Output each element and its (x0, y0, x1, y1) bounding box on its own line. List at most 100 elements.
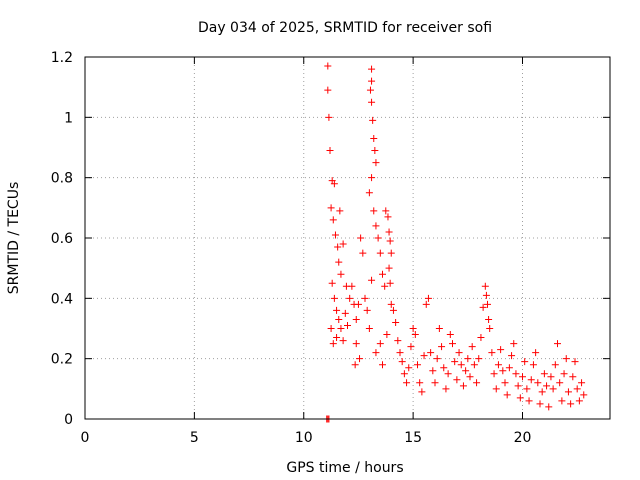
data-point (337, 325, 345, 332)
data-point (330, 180, 338, 188)
data-point (427, 349, 435, 357)
x-tick-label: 15 (404, 430, 422, 446)
data-point (514, 382, 522, 390)
y-axis-label: SRMTID / TECUs (6, 182, 22, 295)
data-point (481, 282, 489, 290)
data-point (383, 331, 391, 339)
data-point (379, 270, 386, 278)
data-point (376, 340, 384, 348)
data-point (365, 325, 373, 332)
data-point (339, 240, 347, 248)
data-point (444, 370, 452, 378)
data-point (344, 321, 351, 329)
data-point (580, 391, 588, 399)
data-point (368, 174, 376, 182)
data-point (325, 113, 333, 121)
data-point (543, 382, 551, 390)
data-point (392, 318, 400, 326)
data-point (551, 361, 559, 369)
data-point (457, 361, 465, 369)
data-point (366, 86, 374, 94)
data-point (482, 291, 490, 299)
data-point (486, 325, 494, 332)
data-point (339, 337, 347, 345)
y-tick-label: 1 (64, 110, 73, 126)
data-point (429, 367, 437, 375)
x-tick-label: 5 (190, 430, 199, 446)
data-point (384, 213, 392, 221)
data-point (396, 349, 404, 357)
data-point (372, 349, 380, 357)
data-point (376, 249, 384, 257)
data-point (512, 370, 520, 378)
data-point (532, 349, 540, 357)
data-point (538, 388, 546, 396)
data-point (562, 355, 570, 363)
data-point (438, 343, 446, 351)
data-point (324, 62, 332, 70)
x-tick-label: 20 (514, 430, 532, 446)
data-point (387, 300, 395, 308)
data-point (440, 364, 448, 372)
data-point (442, 385, 450, 393)
data-point (351, 361, 359, 369)
data-point (455, 349, 463, 357)
data-point (324, 86, 332, 94)
data-point (369, 116, 377, 124)
data-point (435, 325, 443, 332)
data-point (451, 358, 459, 366)
data-point (492, 385, 500, 393)
data-points (323, 62, 588, 423)
data-point (327, 204, 335, 212)
data-point (523, 385, 531, 393)
data-point (564, 388, 572, 396)
data-point (368, 98, 376, 106)
data-point (567, 400, 575, 408)
data-point (389, 306, 397, 314)
data-point (382, 207, 390, 215)
data-point (554, 340, 561, 348)
data-point (446, 331, 454, 339)
data-point (501, 379, 509, 387)
data-point (346, 294, 354, 302)
data-point (549, 385, 557, 393)
data-point (337, 270, 345, 278)
data-point (571, 358, 579, 366)
data-point (420, 352, 428, 360)
data-point (361, 294, 369, 302)
data-point (540, 370, 548, 378)
data-point (387, 249, 395, 257)
data-point (470, 361, 478, 369)
data-point (497, 346, 505, 354)
data-point (473, 379, 481, 387)
data-point (365, 189, 373, 197)
data-point (536, 400, 544, 408)
data-point (525, 397, 533, 405)
data-point (505, 364, 513, 372)
data-point (352, 340, 360, 348)
x-tick-label: 0 (81, 430, 90, 446)
data-point (519, 373, 526, 381)
data-point (499, 367, 507, 375)
data-point (475, 355, 483, 363)
data-point (363, 306, 371, 314)
data-point (510, 340, 518, 348)
data-point (331, 231, 339, 239)
data-point (488, 349, 496, 357)
data-point (326, 147, 334, 155)
data-point (400, 370, 408, 378)
data-point (327, 325, 335, 332)
data-point (370, 134, 378, 142)
data-point (403, 379, 411, 387)
data-point (328, 279, 336, 287)
data-point (573, 385, 581, 393)
data-point (529, 361, 537, 369)
data-point (356, 355, 364, 363)
data-point (370, 207, 378, 215)
data-point (405, 364, 413, 372)
data-point (575, 397, 583, 405)
data-point (329, 216, 337, 224)
y-tick-label: 0.6 (51, 231, 73, 247)
x-tick-label: 10 (295, 430, 313, 446)
data-point (333, 306, 341, 314)
